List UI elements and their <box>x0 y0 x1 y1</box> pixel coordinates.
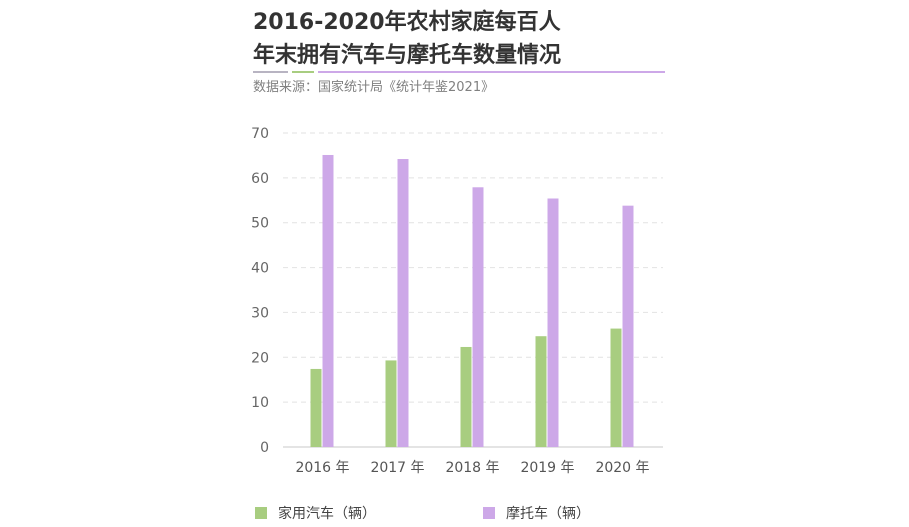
y-tick-label-60: 60 <box>251 171 269 187</box>
legend-label-motorcycle: 摩托车（辆） <box>506 506 590 522</box>
y-tick-label-40: 40 <box>251 261 269 277</box>
data-source: 数据来源：国家统计局《统计年鉴2021》 <box>253 80 495 95</box>
label-layer: 0 10 20 30 40 50 60 70 2016 年 2017 年 2018 年 2019 年 2… <box>251 126 649 476</box>
bar-car-4 <box>610 328 622 447</box>
bar-car-3 <box>535 336 547 447</box>
chart-title-line-2: 年末拥有汽车与摩托车数量情况 <box>253 43 562 68</box>
bar-car-1 <box>385 360 397 447</box>
bar-car-0 <box>310 368 322 447</box>
bar-car-2 <box>460 346 472 447</box>
y-tick-label-20: 20 <box>251 350 269 366</box>
y-tick-label-0: 0 <box>260 440 269 456</box>
x-tick-label-3: 2019 年 <box>520 460 574 476</box>
title-rule-green <box>292 71 314 73</box>
y-tick-label-10: 10 <box>251 395 269 411</box>
bar-layer <box>310 154 634 448</box>
legend-swatch-car <box>255 507 267 519</box>
x-tick-label-1: 2017 年 <box>370 460 424 476</box>
bar-motorcycle-3 <box>547 198 559 447</box>
chart-title: 2016-2020年农村家庭每百人 年末拥有汽车与摩托车数量情况 <box>253 6 561 72</box>
y-tick-label-30: 30 <box>251 305 269 321</box>
bar-motorcycle-4 <box>622 205 634 447</box>
legend-item-motorcycle: 摩托车（辆） <box>483 503 590 523</box>
bar-motorcycle-0 <box>322 154 334 448</box>
title-rule-purple <box>318 71 665 73</box>
legend-label-car: 家用汽车（辆） <box>278 506 376 522</box>
x-tick-label-4: 2020 年 <box>595 460 649 476</box>
bar-motorcycle-1 <box>397 159 409 447</box>
x-tick-label-0: 2016 年 <box>295 460 349 476</box>
legend-swatch-motorcycle <box>483 507 495 519</box>
legend-item-car: 家用汽车（辆） <box>255 503 376 523</box>
x-tick-label-2: 2018 年 <box>445 460 499 476</box>
bar-motorcycle-2 <box>472 187 484 447</box>
title-rule-grey <box>253 71 288 73</box>
y-tick-label-50: 50 <box>251 216 269 232</box>
chart-title-line-1: 2016-2020年农村家庭每百人 <box>253 10 561 35</box>
y-tick-label-70: 70 <box>251 126 269 142</box>
